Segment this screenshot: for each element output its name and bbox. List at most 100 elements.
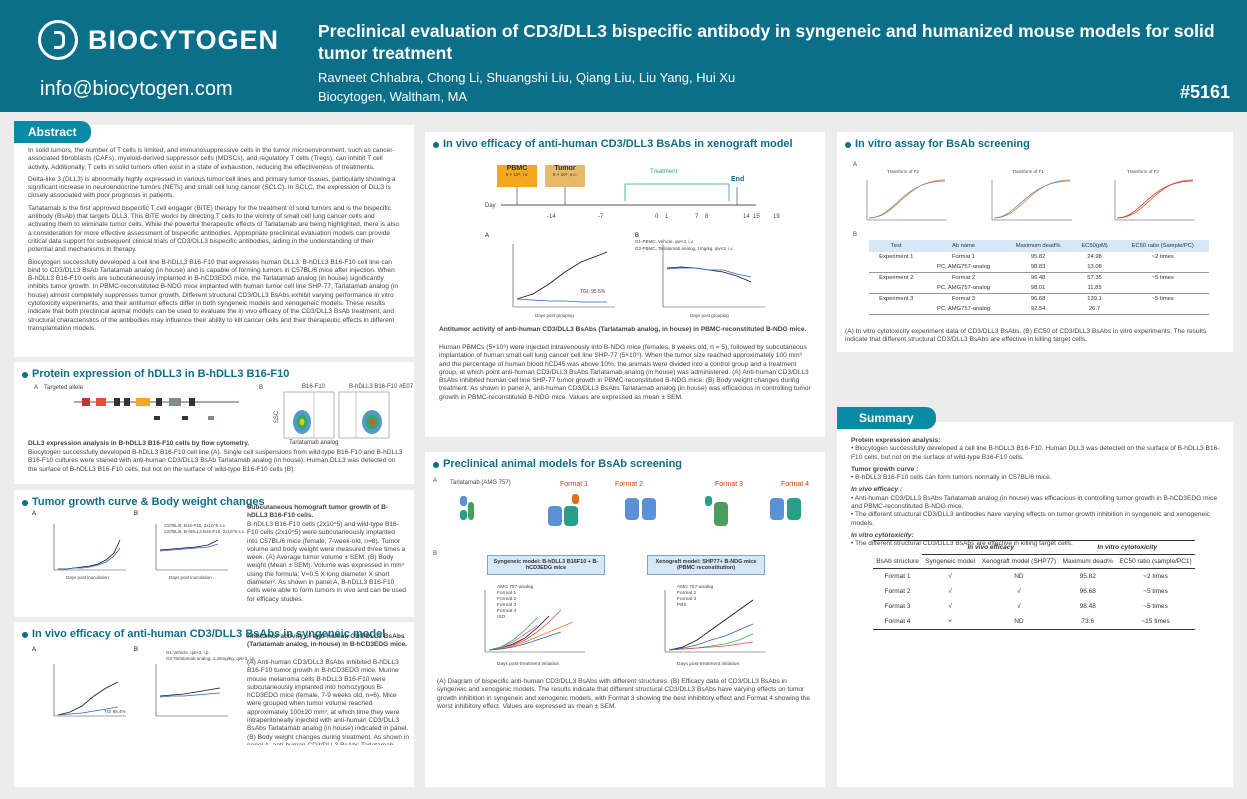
summary-heading: In vivo efficacy : — [851, 486, 903, 494]
timeline-day: 8 — [705, 214, 709, 220]
abstract-panel: In solid tumors, the number of T cells i… — [14, 125, 414, 357]
table-cell: Format 4 — [884, 618, 911, 625]
table-cell: Experiment 2 — [879, 275, 914, 281]
table-cell: √ — [1017, 603, 1021, 610]
table-cell: ~5 times — [1143, 603, 1168, 610]
table-cell: ~5 times — [1143, 588, 1168, 595]
table-cell: PC, AMG757-analog — [936, 264, 991, 270]
tgi-label: TGI: 95.5% — [580, 289, 606, 295]
syngeneic-legend: AMG 757-analog Format 1 Format 2 Format … — [497, 585, 533, 621]
pbmc-box: PBMC 5 × 10⁶, i.v. — [497, 165, 537, 187]
figure-caption: (A) In vitro cytotoxicity experiment dat… — [845, 328, 1207, 344]
legend-item: C57BL/6, B16-F10, 2x10^5 s.c. — [164, 523, 227, 528]
abstract-title: Abstract — [14, 121, 91, 143]
table-cell: 57.35 — [1087, 275, 1102, 281]
table-cell — [1117, 283, 1210, 294]
timeline-day: 19 — [773, 214, 780, 220]
svg-text:B: B — [134, 511, 138, 517]
figure-caption-title: Antitumor activity of anti-human CD3/DLL… — [247, 633, 407, 649]
figure-caption: Human PBMCs (5×10⁶) were injected intrav… — [439, 344, 811, 401]
poster-header: BIOCYTOGEN info@biocytogen.com Preclinic… — [0, 0, 1247, 112]
legend-item: ISO — [497, 615, 506, 620]
targeted-allele-diagram — [74, 398, 239, 420]
section-bullet — [433, 462, 439, 468]
table-cell: PC, AMG757-analog — [936, 306, 991, 312]
section-bullet — [433, 142, 439, 148]
summary-item: • The different structural CD3/DLL3 anti… — [851, 511, 1210, 527]
flow-label-wt: B16-F10 — [302, 384, 326, 390]
abstract-paragraph: Biocytogen successfully developed a cell… — [28, 258, 399, 332]
section-title: In vitro assay for BsAb screening — [855, 138, 1030, 150]
flow-xlabel: Tarlatamab analog — [289, 440, 339, 446]
table-row: PC, AMG757-analog 92.54 26.7 — [869, 304, 1209, 315]
section-bullet — [22, 372, 28, 378]
section-title: In vivo efficacy of anti-human CD3/DLL3 … — [32, 628, 386, 640]
section-title: Preclinical animal models for BsAb scree… — [443, 458, 683, 470]
summary-item: • B-hDLL3 B16-F10 cells can form tumors … — [851, 474, 1052, 482]
table-header-row: Test Ab name Maximum dead% EC50(pM) EC50… — [869, 240, 1209, 252]
table-cell: 98.01 — [1030, 285, 1046, 291]
format-label: Format 1 — [560, 481, 589, 488]
table-cell — [1117, 262, 1210, 273]
table-group-header: In vitro cytotoxicity — [1059, 540, 1195, 555]
legend-item: PBS — [677, 603, 687, 608]
xenograft-legend: AMG 757-analog Format 2 Format 3 PBS — [677, 585, 713, 609]
table-row: Format 4 × ND 73.6 ~15 times — [873, 614, 1195, 630]
plot-title: Transform of F1 — [1012, 169, 1044, 174]
section-bullet — [22, 500, 28, 506]
animal-models-panel: Preclinical animal models for BsAb scree… — [425, 452, 825, 787]
summary-heading: Tumor growth curve : — [851, 465, 919, 473]
summary-table: In vivo efficacy In vitro cytotoxicity B… — [873, 540, 1195, 630]
table-row: PC, AMG757-analog 98.01 11.85 — [869, 283, 1209, 294]
table-group-header: In vivo efficacy — [922, 540, 1060, 555]
svg-text:A: A — [32, 647, 36, 653]
chart-xlabel: Days post-treatment initiation — [497, 662, 560, 667]
figure-caption-title: Antitumor activity of anti-human CD3/DLL… — [439, 326, 807, 333]
tumor-growth-panel: Tumor growth curve & Body weight changes… — [14, 490, 414, 617]
dose-response-curves — [866, 179, 1195, 221]
table-group-row: In vivo efficacy In vitro cytotoxicity — [873, 540, 1195, 555]
table-header: EC50 ratio (sample/PC1) — [1119, 558, 1192, 565]
table-cell: Format 1 — [951, 254, 976, 260]
contact-email[interactable]: info@biocytogen.com — [40, 78, 233, 100]
table-cell: Experiment 3 — [879, 296, 914, 302]
table-cell: 96.68 — [1030, 296, 1046, 302]
legend-item: G2-PBMC, Tarlatamab analog, 1mg/kg, qw×3… — [635, 246, 734, 251]
legend-item: Format 3 — [677, 597, 697, 602]
summary-item: • Anti-human CD3/DLL3 BsAbs Tarlatamab a… — [851, 494, 1217, 511]
table-cell: 92.54 — [1030, 306, 1046, 312]
table-cell: √ — [948, 588, 952, 595]
panel-label: A — [34, 385, 39, 391]
table-cell: ~15 times — [1141, 618, 1170, 625]
section-bullet — [845, 142, 851, 148]
legend-item: G2:Tarlatamab analog, 1.25mg/kg, qw×3, i… — [166, 656, 256, 661]
tgi-label: TGI 88.4% — [104, 709, 126, 714]
chart-xlabel: Days post inoculation — [66, 575, 109, 580]
format-label: Format 4 — [781, 481, 810, 488]
summary-heading: Protein expression analysis: — [851, 437, 941, 444]
poster-title: Preclinical evaluation of CD3/DLL3 bispe… — [318, 21, 1215, 63]
table-cell: √ — [948, 603, 952, 610]
table-row: PC, AMG757-analog 98.83 13.08 — [869, 262, 1209, 273]
timeline — [501, 183, 756, 206]
figure-caption: (A) Anti-human CD3/DLL3 BsAbs inhibited … — [247, 659, 409, 745]
growth-charts: A B — [32, 511, 228, 571]
table-cell: 98.83 — [1030, 264, 1046, 270]
table-cell: × — [948, 618, 953, 625]
abstract-text: In solid tumors, the number of T cells i… — [28, 147, 400, 337]
table-header-row: BsAb structure Syngeneic model Xenograft… — [873, 555, 1195, 569]
table-cell: 96.48 — [1030, 275, 1046, 281]
table-row: Format 3 √ √ 98.48 ~5 times — [873, 599, 1195, 614]
flow-ylabel: SSC — [274, 410, 281, 424]
section-bullet — [22, 632, 28, 638]
brand-name: BIOCYTOGEN — [88, 25, 280, 55]
flow-cytometry-plots — [283, 391, 390, 439]
authors: Ravneet Chhabra, Chong Li, Shuangshi Liu… — [318, 70, 736, 85]
legend-item: Format 1 — [497, 591, 517, 596]
section-title: Tumor growth curve & Body weight changes — [32, 496, 265, 508]
invitro-panel: In vitro assay for BsAb screening A Tran… — [837, 132, 1233, 352]
summary-text: Protein expression analysis: • Biocytoge… — [851, 437, 1223, 553]
table-cell: √ — [1017, 588, 1021, 595]
legend-item: Format 2 — [497, 597, 517, 602]
table-cell: √ — [948, 573, 952, 580]
